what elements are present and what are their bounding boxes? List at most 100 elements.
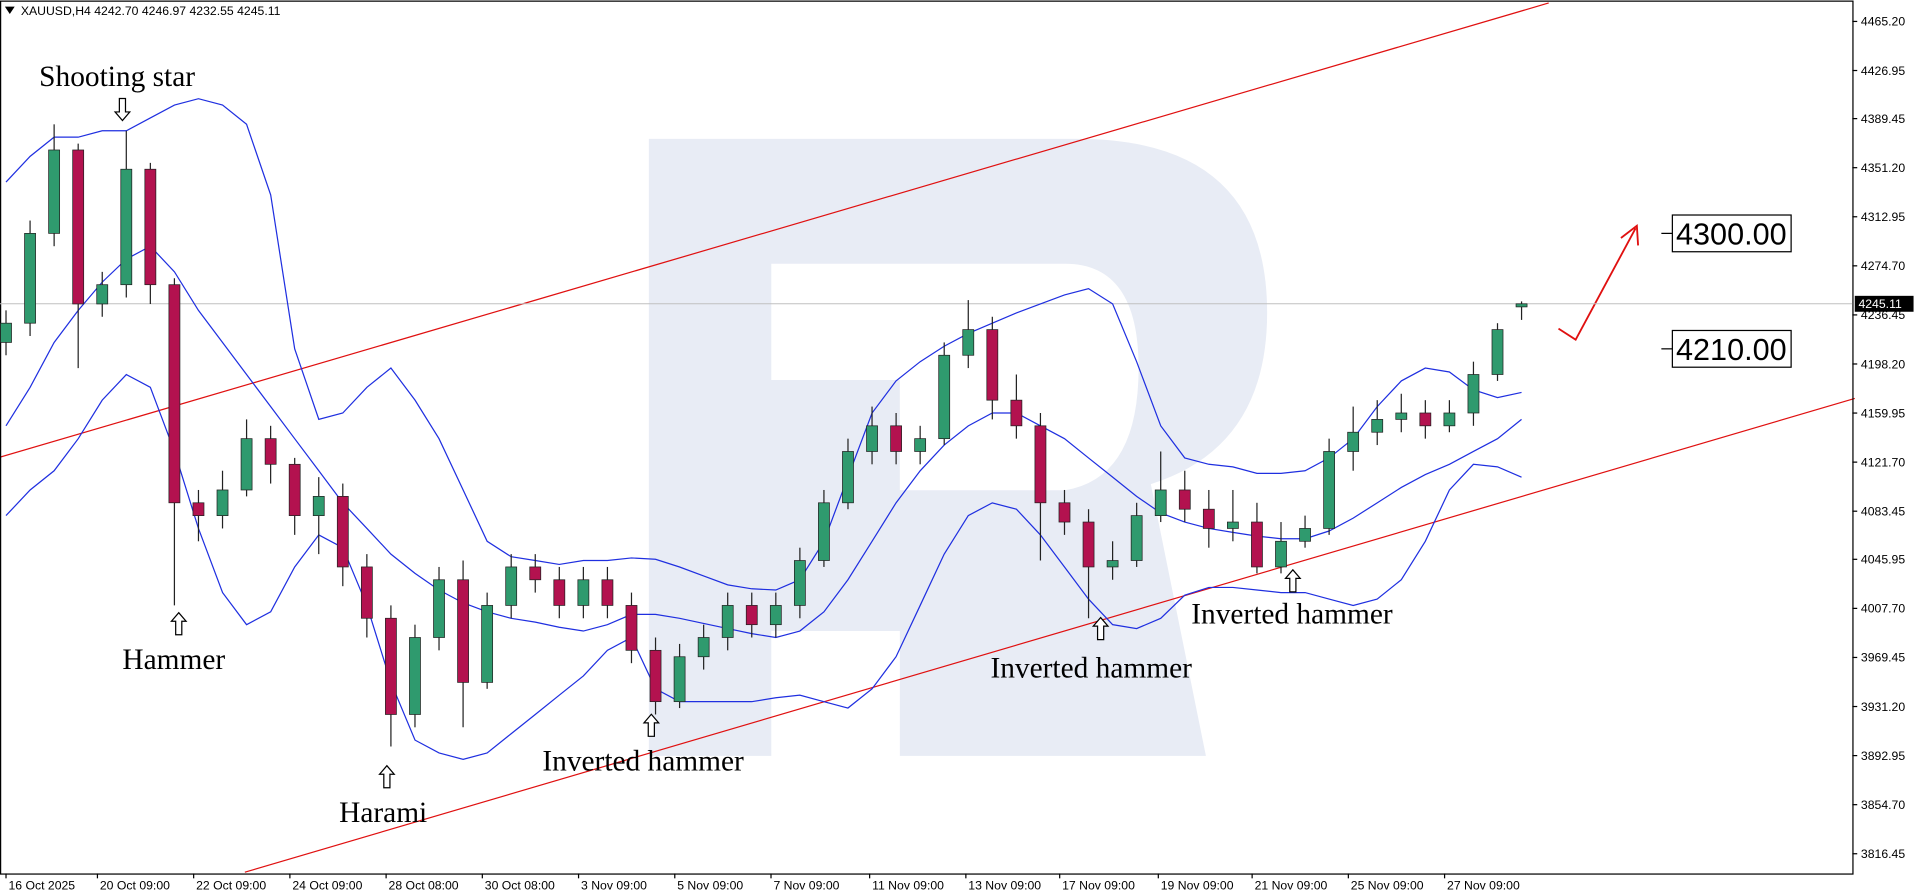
candle-body bbox=[649, 649, 662, 703]
candle-body bbox=[505, 566, 518, 606]
y-tick-label: 4465.20 bbox=[1861, 15, 1905, 29]
annotation-arrow bbox=[378, 764, 396, 789]
candle-body bbox=[962, 329, 975, 356]
candle-body bbox=[577, 579, 590, 606]
bollinger-band bbox=[5, 373, 1522, 760]
x-tick-label: 28 Oct 08:00 bbox=[389, 878, 459, 892]
candle-body bbox=[793, 560, 806, 606]
level-box bbox=[1671, 329, 1792, 368]
y-tick-label: 4198.20 bbox=[1861, 357, 1905, 371]
x-tick-label: 24 Oct 09:00 bbox=[292, 878, 362, 892]
x-tick-label: 21 Nov 09:00 bbox=[1255, 878, 1328, 892]
x-tick-label: 3 Nov 09:00 bbox=[581, 878, 647, 892]
annotation: Shooting star bbox=[39, 61, 195, 93]
candle-body bbox=[24, 233, 36, 324]
level-label: 4300.00 bbox=[1676, 217, 1787, 251]
last-price-label: 4245.11 bbox=[1858, 297, 1902, 311]
annotation: Inverted hammer bbox=[990, 653, 1192, 685]
y-tick-label: 4426.95 bbox=[1861, 64, 1905, 78]
candle-body bbox=[409, 637, 421, 715]
candle-body bbox=[745, 605, 758, 626]
candle-body bbox=[0, 322, 12, 343]
candle-body bbox=[457, 579, 469, 683]
candle-body bbox=[938, 354, 951, 440]
header-marker bbox=[4, 6, 15, 14]
header: XAUUSD,H4 4242.70 4246.97 4232.55 4245.1… bbox=[21, 4, 281, 18]
candle-body bbox=[601, 579, 614, 606]
forecast-arrow bbox=[1558, 224, 1640, 341]
x-tick-label: 19 Nov 09:00 bbox=[1161, 878, 1234, 892]
candle-body bbox=[890, 425, 902, 452]
candle-body bbox=[385, 617, 397, 715]
candle-body bbox=[1467, 374, 1480, 414]
y-tick-label: 4389.45 bbox=[1861, 112, 1905, 126]
candle-body bbox=[192, 502, 205, 516]
candle-body bbox=[168, 284, 181, 504]
candle-body bbox=[842, 451, 854, 504]
candle-body bbox=[818, 502, 830, 561]
y-tick-label: 4351.20 bbox=[1861, 161, 1905, 175]
candle-body bbox=[1082, 521, 1095, 568]
x-tick-label: 11 Nov 09:00 bbox=[872, 878, 944, 892]
candle-body bbox=[553, 579, 566, 606]
candle-body bbox=[1443, 412, 1456, 427]
candle-body bbox=[481, 605, 494, 683]
y-tick-label: 3969.45 bbox=[1861, 651, 1905, 665]
candle-body bbox=[1491, 329, 1504, 375]
annotation-arrow bbox=[642, 713, 660, 737]
candle-body bbox=[1010, 399, 1023, 427]
y-tick-label: 4007.70 bbox=[1861, 602, 1905, 616]
x-tick-label: 5 Nov 09:00 bbox=[677, 878, 743, 892]
x-tick-label: 20 Oct 09:00 bbox=[100, 878, 170, 892]
candle-body bbox=[986, 329, 999, 401]
annotation-arrow bbox=[1284, 568, 1302, 593]
y-tick-label: 4312.95 bbox=[1861, 210, 1905, 224]
level-label: 4210.00 bbox=[1676, 333, 1787, 367]
candle-body bbox=[240, 438, 253, 491]
candle-body bbox=[1154, 489, 1167, 516]
x-tick-label: 17 Nov 09:00 bbox=[1062, 878, 1135, 892]
candle-body bbox=[1419, 412, 1432, 427]
x-tick-label: 13 Nov 09:00 bbox=[968, 878, 1041, 892]
x-tick-label: 7 Nov 09:00 bbox=[773, 878, 839, 892]
annotation-arrow bbox=[1091, 616, 1110, 641]
candle-body bbox=[48, 149, 61, 234]
y-tick-label: 4083.45 bbox=[1861, 504, 1905, 518]
candle-body bbox=[216, 489, 229, 516]
y-tick-label: 4159.95 bbox=[1861, 406, 1905, 420]
candle-body bbox=[529, 566, 542, 581]
x-tick-label: 25 Nov 09:00 bbox=[1351, 878, 1424, 892]
x-tick-label: 16 Oct 2025 bbox=[8, 878, 75, 892]
y-tick-label: 3892.95 bbox=[1861, 749, 1905, 763]
x-tick-label: 22 Oct 09:00 bbox=[196, 878, 266, 892]
candle-body bbox=[721, 605, 734, 638]
candle-body bbox=[1347, 431, 1360, 452]
y-tick-label: 3931.20 bbox=[1861, 700, 1905, 714]
y-tick-label: 4045.95 bbox=[1861, 553, 1905, 567]
candle-body bbox=[673, 656, 686, 703]
candle-body bbox=[288, 463, 301, 516]
candle-body bbox=[1106, 560, 1119, 568]
candle-body bbox=[697, 637, 710, 658]
candle-body bbox=[360, 566, 373, 619]
y-tick-label: 4274.70 bbox=[1861, 259, 1905, 273]
annotation-arrow bbox=[170, 611, 188, 636]
plot-border bbox=[0, 0, 1854, 875]
annotation: Harami bbox=[339, 797, 427, 829]
candle-body bbox=[120, 168, 133, 286]
x-tick-label: 27 Nov 09:00 bbox=[1447, 878, 1520, 892]
candle-body bbox=[1130, 515, 1143, 561]
annotation: Inverted hammer bbox=[542, 746, 744, 778]
candle-body bbox=[72, 149, 85, 305]
candle-body bbox=[96, 284, 109, 305]
candle-body bbox=[264, 438, 277, 465]
y-tick-label: 4121.70 bbox=[1861, 455, 1905, 469]
candle-body bbox=[1251, 521, 1263, 568]
candle-body bbox=[866, 425, 878, 452]
candle-body bbox=[1275, 540, 1287, 568]
candle-body bbox=[1323, 451, 1335, 529]
bollinger-band bbox=[5, 245, 1522, 639]
